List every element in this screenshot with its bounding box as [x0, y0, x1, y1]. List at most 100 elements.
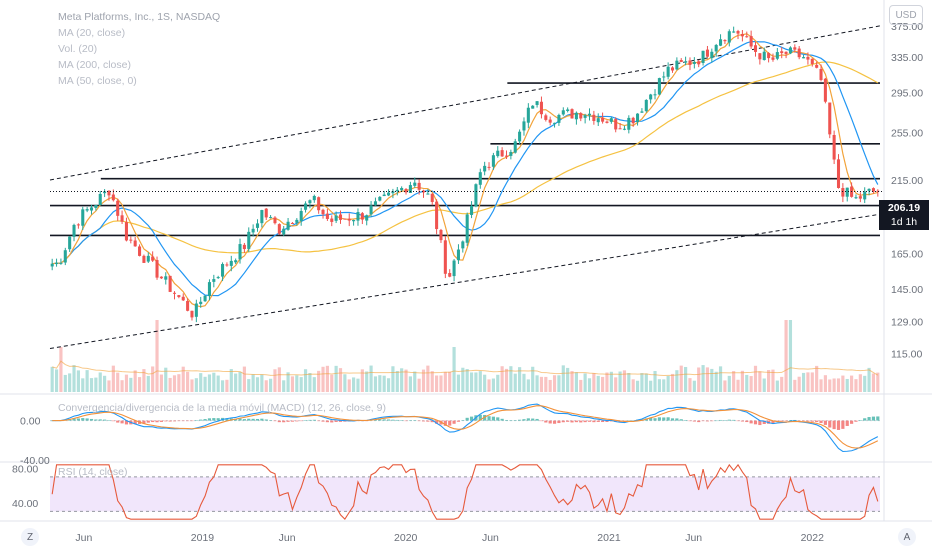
candle-body: [168, 275, 172, 292]
volume-bar: [347, 379, 351, 392]
macd-histogram-bar: [513, 420, 517, 421]
legend-volume[interactable]: Vol. (20): [58, 43, 98, 55]
macd-histogram-bar: [107, 420, 111, 421]
macd-histogram-bar: [705, 420, 710, 422]
candle-body: [98, 193, 102, 206]
candle-body: [426, 193, 430, 195]
volume-bar: [54, 369, 59, 392]
candle-body: [491, 155, 495, 167]
macd-histogram-bar: [404, 420, 408, 422]
volume-bar: [94, 377, 98, 392]
currency-button[interactable]: USD: [889, 5, 923, 25]
candle-body: [225, 264, 229, 266]
macd-histogram-bar: [89, 418, 94, 421]
candle-body: [413, 182, 417, 186]
volume-bar: [518, 367, 522, 392]
volume-bar: [461, 367, 465, 392]
volume-bar: [513, 373, 517, 392]
volume-bar: [452, 347, 456, 392]
macd-histogram-bar: [413, 420, 417, 421]
candle-body: [592, 114, 596, 121]
macd-histogram-bar: [264, 419, 268, 421]
volume-bar: [76, 370, 80, 392]
macd-histogram-bar: [801, 420, 806, 422]
price-tick-label: 375.00: [891, 21, 923, 33]
macd-histogram-bar: [780, 420, 784, 422]
last-price-value: 206.19: [887, 202, 921, 214]
candle-body: [876, 190, 880, 192]
candle-body: [120, 215, 124, 222]
timezone-button[interactable]: Z: [21, 528, 39, 546]
candle-body: [312, 195, 316, 201]
macd-histogram-bar: [238, 418, 242, 421]
volume-bar: [631, 379, 635, 392]
macd-histogram-bar: [832, 420, 836, 430]
candle-body: [255, 223, 260, 228]
macd-histogram-bar: [155, 420, 159, 423]
price-tick-label: 215.00: [891, 175, 923, 187]
macd-histogram-bar: [461, 420, 465, 421]
candle-body: [815, 64, 819, 68]
legend-ma50[interactable]: MA (50, close, 0): [58, 75, 137, 87]
macd-histogram-bar: [242, 419, 246, 421]
macd-histogram-bar: [675, 418, 679, 421]
volume-bar: [727, 375, 731, 392]
candle-body: [470, 205, 474, 215]
macd-histogram-bar: [98, 419, 102, 421]
volume-bar: [758, 371, 762, 392]
candle-body: [784, 51, 788, 54]
candle-body: [107, 190, 111, 196]
volume-bar: [295, 375, 299, 392]
candle-body: [557, 114, 561, 123]
volume-bar: [474, 372, 478, 392]
volume-bar: [810, 372, 814, 392]
volume-bar: [334, 365, 338, 392]
macd-histogram-bar: [448, 420, 452, 426]
macd-histogram-bar: [784, 420, 788, 422]
macd-title: Convergencia/divergencia de la media móv…: [58, 402, 386, 414]
candle-body: [561, 110, 565, 115]
macd-histogram-bar: [207, 418, 212, 421]
time-tick-label: 2019: [191, 532, 215, 544]
macd-histogram-bar: [172, 420, 177, 422]
candle-body: [378, 196, 382, 201]
last-price-badge: 206.19 1d 1h: [879, 200, 929, 230]
volume-bar: [710, 368, 714, 392]
volume-bar: [522, 373, 526, 392]
volume-bar: [705, 367, 710, 392]
candle-body: [55, 262, 59, 265]
macd-histogram-bar: [251, 418, 255, 421]
candle-body: [212, 279, 216, 282]
volume-bar: [788, 320, 793, 392]
volume-bar: [330, 374, 334, 392]
candle-body: [448, 272, 452, 277]
macd-histogram-bar: [740, 420, 744, 422]
volume-bar: [408, 376, 412, 392]
volume-bar: [443, 371, 447, 392]
volume-bar: [81, 378, 85, 392]
candle-body: [863, 191, 867, 200]
macd-histogram-bar: [701, 420, 705, 422]
legend-ma20[interactable]: MA (20, close): [58, 27, 126, 39]
volume-bar: [583, 373, 587, 392]
legend-ma200[interactable]: MA (200, close): [58, 59, 131, 71]
macd-histogram-bar: [627, 420, 631, 422]
volume-bar: [496, 374, 500, 392]
volume-bar: [714, 371, 718, 392]
macd-histogram-bar: [203, 419, 207, 421]
candle-body: [103, 191, 107, 194]
volume-bar: [238, 372, 242, 392]
volume-bar: [312, 377, 316, 392]
macd-histogram-bar: [225, 418, 229, 421]
candle-body: [85, 209, 89, 211]
volume-bar: [867, 367, 871, 392]
auto-scale-button[interactable]: A: [898, 528, 916, 546]
chart-legend: Meta Platforms, Inc., 1S, NASDAQ MA (20,…: [58, 9, 220, 89]
volume-bar: [356, 378, 360, 392]
rsi-line: [51, 463, 879, 521]
rsi-title: RSI (14, close): [58, 466, 128, 478]
candle-body: [500, 150, 504, 157]
candle-body: [566, 109, 570, 111]
macd-histogram-bar: [273, 420, 277, 422]
macd-histogram-bar: [797, 420, 801, 422]
